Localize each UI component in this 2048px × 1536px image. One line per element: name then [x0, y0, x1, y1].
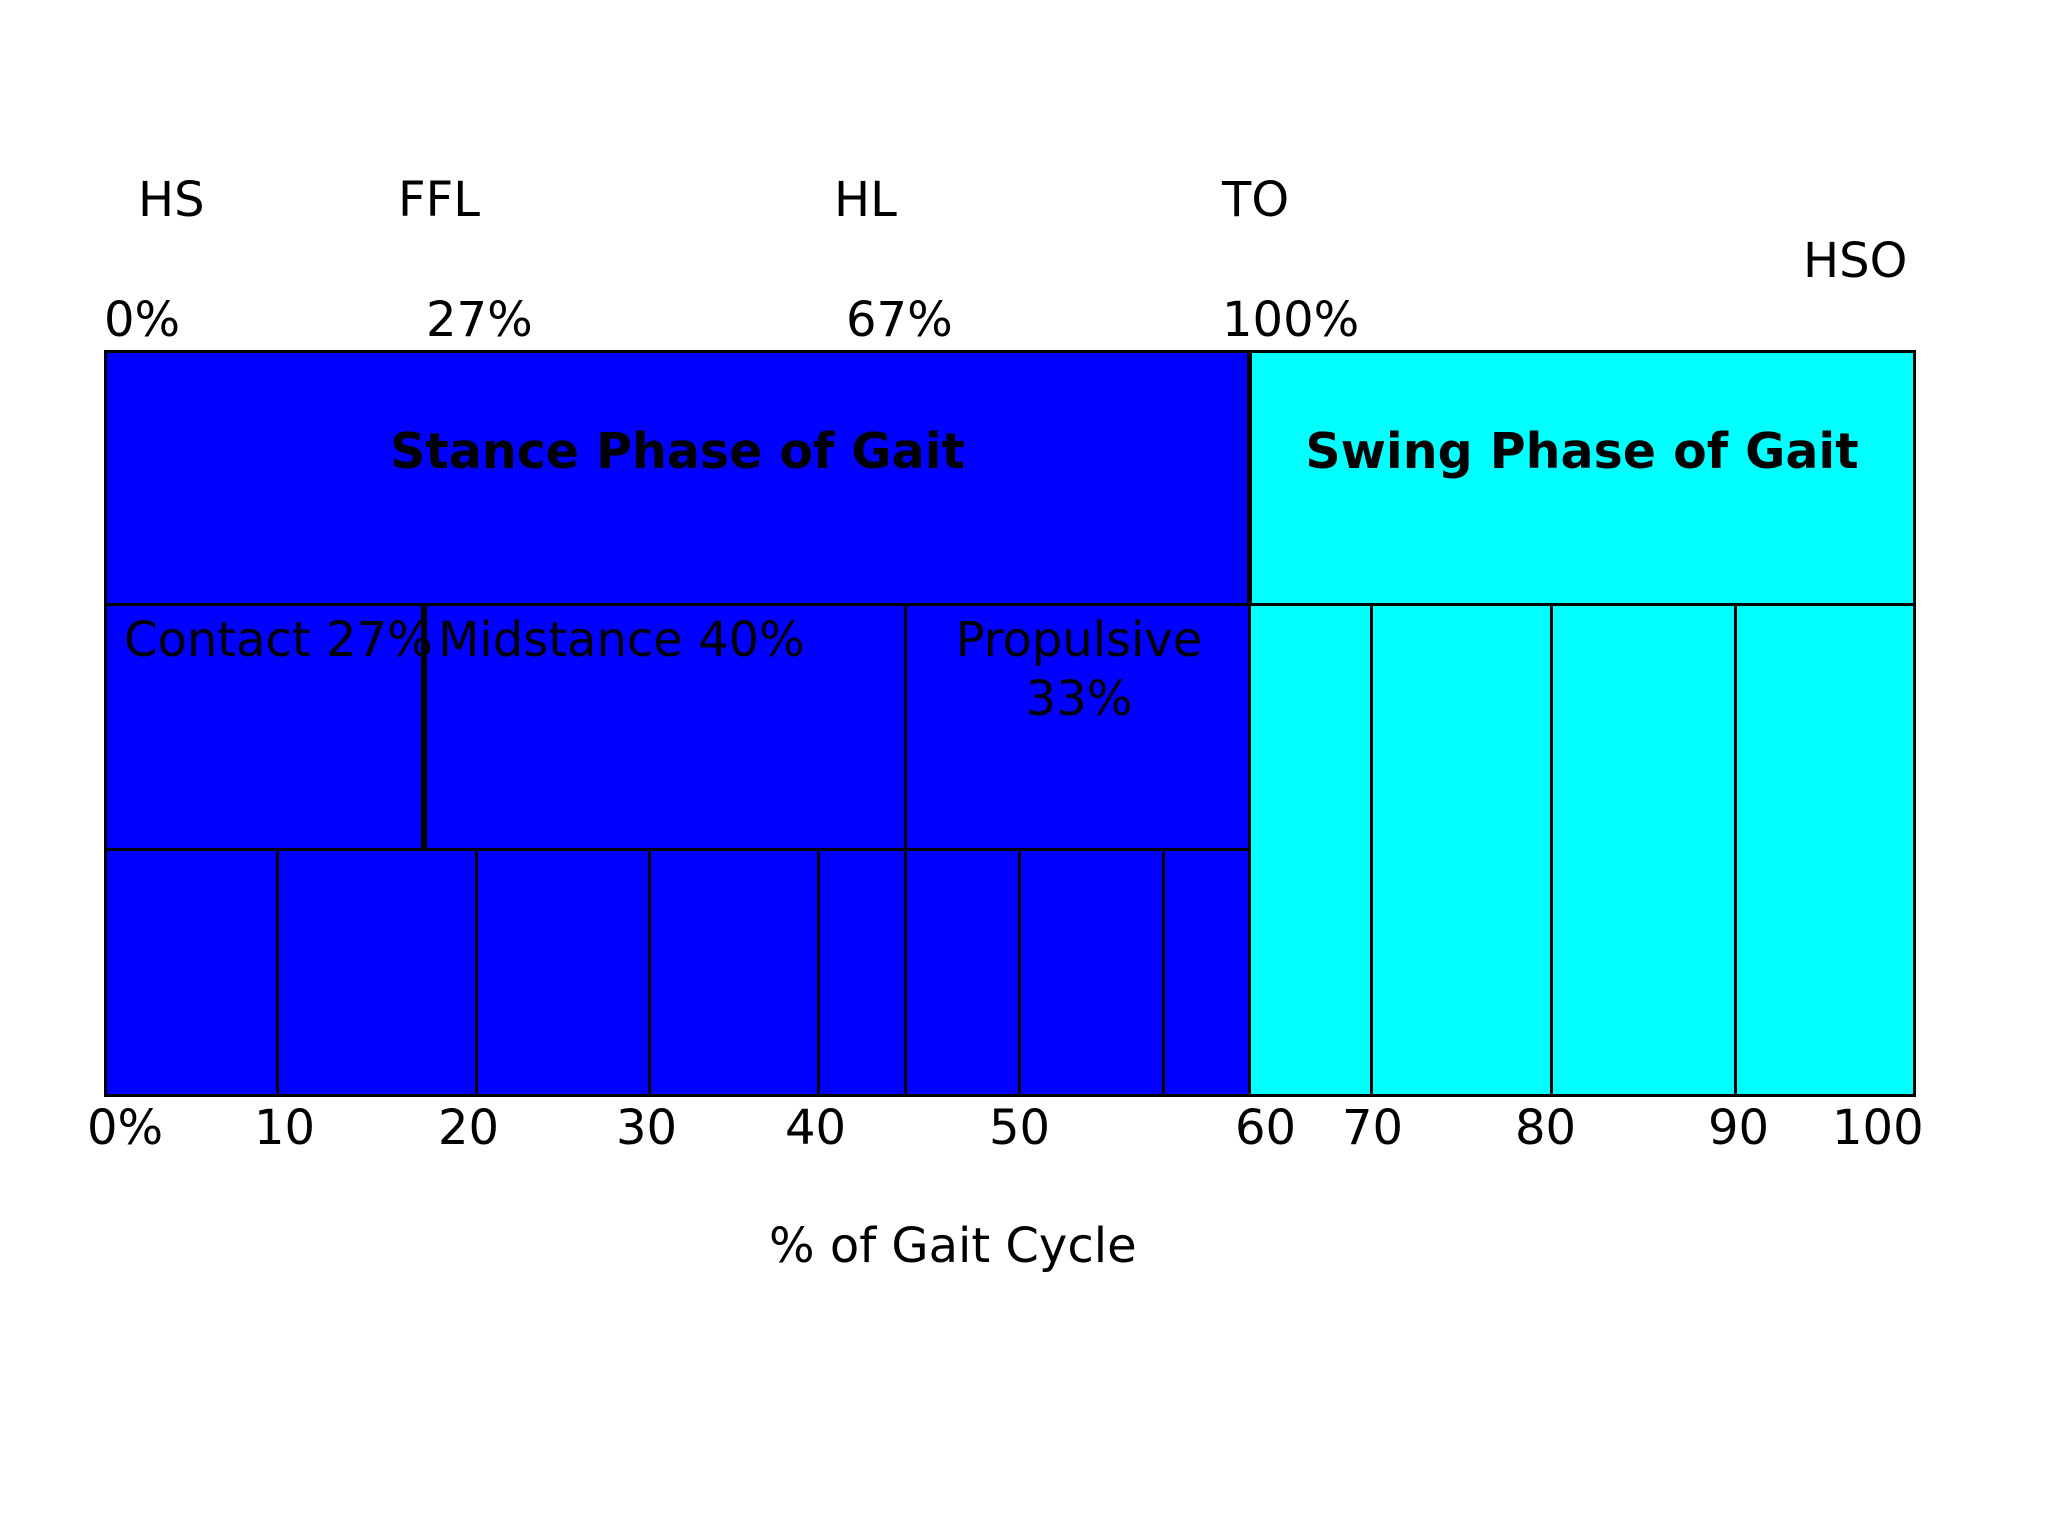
stance-grid-line-1: [276, 848, 279, 1097]
x-tick-70: 70: [1342, 1100, 1404, 1156]
event-hs-label: HS: [138, 172, 205, 228]
x-tick-40: 40: [785, 1100, 847, 1156]
stance-grid-line-3: [648, 848, 651, 1097]
stance-grid-line-5: [904, 848, 907, 1097]
x-tick-20: 20: [438, 1100, 500, 1156]
swing-grid-line-1: [1370, 603, 1373, 1097]
x-tick-30: 30: [616, 1100, 678, 1156]
x-tick-0: 0%: [87, 1100, 164, 1156]
event-to-label: TO: [1222, 172, 1290, 228]
x-tick-50: 50: [989, 1100, 1051, 1156]
swing-phase-title: Swing Phase of Gait: [1305, 423, 1859, 480]
stance-grid-line-2: [475, 848, 478, 1097]
propulsive-label-line2: 33%: [1025, 670, 1133, 727]
x-tick-100: 100: [1832, 1100, 1924, 1156]
stance-phase-title: Stance Phase of Gait: [390, 423, 965, 480]
stance-grid-line-7: [1162, 848, 1165, 1097]
event-hso-label: HSO: [1803, 233, 1908, 289]
x-tick-80: 80: [1515, 1100, 1577, 1156]
contact-midstance-divider: [421, 603, 427, 850]
midstance-propulsive-divider: [904, 603, 907, 850]
stance-grid-line-4: [817, 848, 820, 1097]
x-tick-60: 60: [1235, 1100, 1297, 1156]
stance-pct-67: 67%: [846, 292, 953, 348]
x-tick-10: 10: [254, 1100, 316, 1156]
stance-pct-0: 0%: [104, 292, 181, 348]
contact-label: Contact 27%: [124, 612, 433, 668]
stance-pct-27: 27%: [426, 292, 533, 348]
x-tick-90: 90: [1708, 1100, 1770, 1156]
stance-swing-divider: [1247, 350, 1252, 605]
row-divider-upper: [104, 603, 1916, 606]
row-divider-lower-stance: [104, 848, 1250, 851]
propulsive-label-line1: Propulsive: [955, 612, 1203, 668]
swing-grid-line-3: [1734, 603, 1737, 1097]
midstance-label: Midstance 40%: [438, 612, 805, 668]
swing-grid-line-2: [1550, 603, 1553, 1097]
event-ffl-label: FFL: [398, 172, 480, 228]
stance-grid-line-6: [1018, 848, 1021, 1097]
swing-phase-block: [1248, 350, 1916, 1097]
stance-pct-100: 100%: [1222, 292, 1360, 348]
stance-phase-block: [104, 350, 1251, 1097]
event-hl-label: HL: [834, 172, 897, 228]
x-axis-label: % of Gait Cycle: [769, 1218, 1137, 1274]
propulsive-label: Propulsive 33%: [907, 611, 1251, 728]
